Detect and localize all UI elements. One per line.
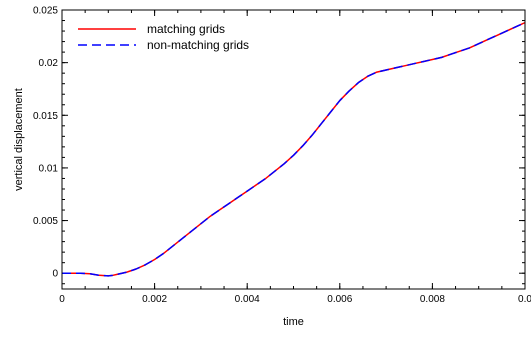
x-tick-label: 0.002 <box>142 294 167 305</box>
x-tick-label: 0.008 <box>420 294 445 305</box>
x-tick-label: 0 <box>59 294 65 305</box>
y-tick-label: 0.005 <box>33 216 58 227</box>
legend-label: matching grids <box>147 22 225 36</box>
plot-frame <box>61 9 526 290</box>
series-line-matching-grids <box>62 21 526 277</box>
x-tick-label: 0.006 <box>327 294 352 305</box>
y-tick-label: 0 <box>52 269 58 280</box>
x-tick-label: 0.0 <box>518 294 531 305</box>
y-tick-label: 0.02 <box>39 58 59 69</box>
legend-label: non-matching grids <box>147 38 249 52</box>
y-tick-label: 0.01 <box>39 163 59 174</box>
ticks-layer: 0 0.002 0.004 0.006 0.008 0.0 0 0.005 0.01 0.015 0… <box>33 6 531 306</box>
x-tick-label: 0.004 <box>235 294 260 305</box>
x-axis-title: time <box>283 316 304 328</box>
series-layer <box>62 21 526 277</box>
y-tick-label: 0.025 <box>33 6 58 17</box>
legend: matching grids non-matching grids <box>78 22 249 52</box>
y-axis-title: vertical displacement <box>13 88 25 191</box>
series-line-non-matching-grids <box>62 21 526 277</box>
y-tick-label: 0.015 <box>33 111 58 122</box>
